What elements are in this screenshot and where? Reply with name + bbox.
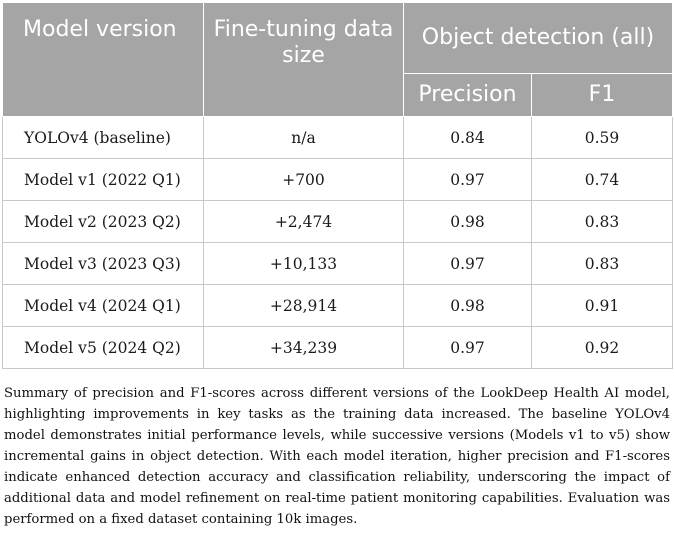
header-object-detection: Object detection (all)	[402, 2, 674, 74]
table-row: Model v2 (2023 Q2) +2,474 0.98 0.83	[2, 200, 674, 243]
table-row: Model v1 (2022 Q1) +700 0.97 0.74	[2, 158, 674, 201]
cell-size: n/a	[203, 116, 404, 159]
cell-precision: 0.98	[403, 284, 532, 327]
cell-precision: 0.97	[403, 242, 532, 285]
cell-size: +700	[203, 158, 404, 201]
table-row: Model v3 (2023 Q3) +10,133 0.97 0.83	[2, 242, 674, 285]
cell-size: +2,474	[203, 200, 404, 243]
cell-size: +34,239	[203, 326, 404, 369]
cell-f1: 0.92	[530, 326, 674, 369]
cell-model: Model v4 (2024 Q1)	[2, 284, 204, 327]
results-table: Model version Fine-tuning data size Obje…	[2, 2, 674, 369]
cell-f1: 0.59	[530, 116, 674, 159]
header-precision: Precision	[403, 73, 532, 117]
table-row: YOLOv4 (baseline) n/a 0.84 0.59	[2, 116, 674, 159]
cell-f1: 0.91	[530, 284, 674, 327]
cell-model: Model v5 (2024 Q2)	[2, 326, 204, 369]
table-caption: Summary of precision and F1-scores acros…	[4, 386, 670, 528]
cell-f1: 0.83	[530, 200, 674, 243]
table-row: Model v4 (2024 Q1) +28,914 0.98 0.91	[2, 284, 674, 327]
cell-size: +10,133	[203, 242, 404, 285]
cell-precision: 0.84	[403, 116, 532, 159]
cell-precision: 0.98	[403, 200, 532, 243]
cell-model: Model v3 (2023 Q3)	[2, 242, 204, 285]
header-f1: F1	[530, 73, 674, 117]
cell-model: YOLOv4 (baseline)	[2, 116, 204, 159]
table-row: Model v5 (2024 Q2) +34,239 0.97 0.92	[2, 326, 674, 369]
table-header: Model version Fine-tuning data size Obje…	[2, 2, 674, 117]
header-fine-tuning-size: Fine-tuning data size	[203, 2, 404, 117]
cell-f1: 0.83	[530, 242, 674, 285]
cell-f1: 0.74	[530, 158, 674, 201]
table-body: YOLOv4 (baseline) n/a 0.84 0.59 Model v1 (20…	[2, 116, 674, 369]
cell-precision: 0.97	[403, 158, 532, 201]
cell-size: +28,914	[203, 284, 404, 327]
cell-precision: 0.97	[403, 326, 532, 369]
cell-model: Model v2 (2023 Q2)	[2, 200, 204, 243]
cell-model: Model v1 (2022 Q1)	[2, 158, 204, 201]
header-model-version: Model version	[2, 2, 204, 117]
